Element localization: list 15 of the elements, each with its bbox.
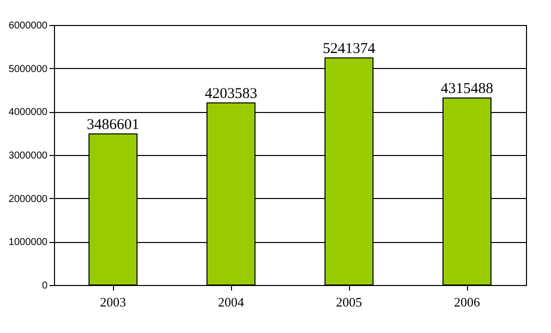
data-label: 4315488: [440, 80, 494, 97]
y-tick-label: 0: [42, 280, 48, 292]
x-tick-label: 2005: [336, 294, 362, 310]
y-tick-label: 4000000: [8, 107, 48, 118]
x-tick-label: 2006: [454, 294, 480, 310]
data-label: 3486601: [86, 116, 140, 133]
y-tick-label: 2000000: [8, 194, 48, 205]
y-tick-label: 5000000: [8, 64, 48, 75]
data-label: 5241374: [322, 40, 376, 57]
y-tick-label: 1000000: [8, 237, 48, 248]
y-tick-label: 6000000: [8, 20, 48, 32]
x-tick-label: 2003: [100, 294, 126, 310]
x-tick-label: 2004: [218, 294, 244, 310]
data-label: 4203583: [204, 86, 258, 102]
y-tick-label: 3000000: [8, 150, 48, 162]
